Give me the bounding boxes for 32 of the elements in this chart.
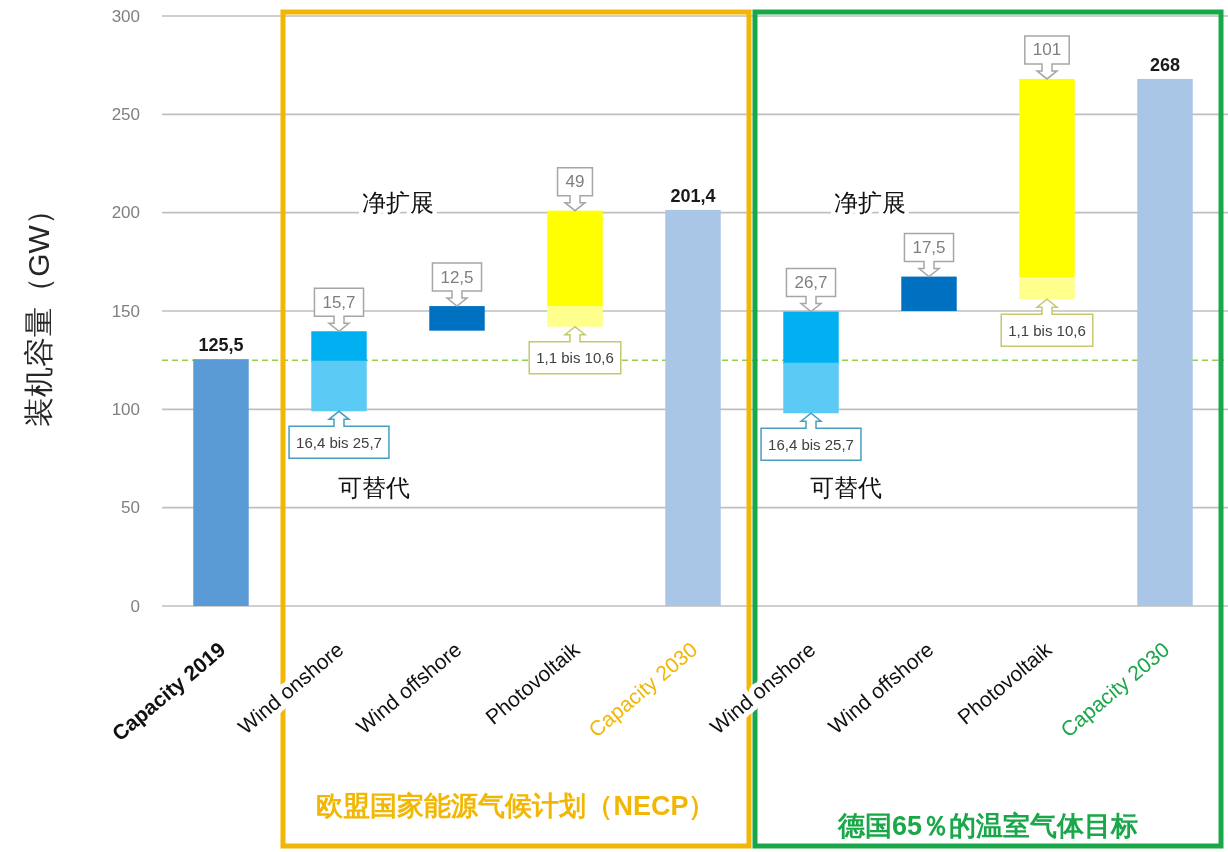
bar xyxy=(1137,78,1193,606)
data-label: 17,5 xyxy=(912,238,946,258)
y-tick-label: 150 xyxy=(111,301,140,321)
bar xyxy=(547,305,603,327)
text: 可替代 xyxy=(810,475,883,501)
bar xyxy=(665,209,721,606)
data-label: 101 xyxy=(1032,40,1062,60)
data-label: 49 xyxy=(565,172,585,192)
text: 净扩展 xyxy=(834,189,906,216)
data-label: 125,5 xyxy=(198,335,244,356)
data-label: 1,1 bis 10,6 xyxy=(1008,321,1086,339)
text: 净扩展 xyxy=(362,189,434,216)
data-label: 201,4 xyxy=(670,185,716,206)
text: 可替代 xyxy=(338,475,411,501)
y-tick-label: 200 xyxy=(111,203,140,223)
y-tick-label: 0 xyxy=(130,596,140,616)
y-tick-label: 250 xyxy=(111,104,140,124)
y-axis-title: 装机容量（GW） xyxy=(21,195,55,427)
data-label: 1,1 bis 10,6 xyxy=(536,349,614,367)
text: 欧盟国家能源气候计划（NECP） xyxy=(316,791,716,821)
y-tick-label: 50 xyxy=(121,498,140,518)
y-tick-label: 300 xyxy=(111,6,140,26)
text: 德国65％的温室气体目标 xyxy=(836,811,1139,841)
bar xyxy=(193,359,249,606)
data-label: 15,7 xyxy=(322,292,356,312)
data-label: 16,4 bis 25,7 xyxy=(296,433,382,451)
y-tick-label: 100 xyxy=(111,399,140,419)
data-label: 268 xyxy=(1149,54,1181,75)
data-label: 26,7 xyxy=(794,273,828,293)
data-label: 16,4 bis 25,7 xyxy=(768,435,854,453)
data-label: 12,5 xyxy=(440,267,474,287)
bar xyxy=(1019,278,1075,300)
